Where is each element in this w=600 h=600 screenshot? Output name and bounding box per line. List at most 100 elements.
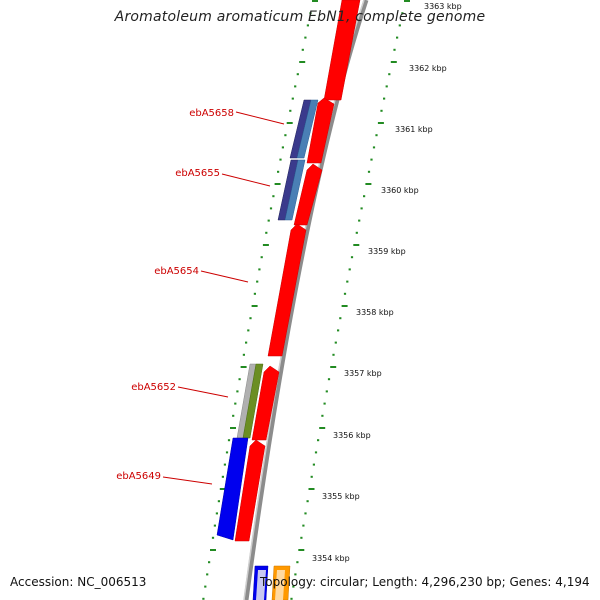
inner-tick-mark — [225, 451, 229, 454]
inner-tick-mark — [260, 256, 263, 259]
inner-tick-mark — [294, 85, 297, 88]
inner-tick-mark — [281, 146, 284, 149]
inner-tick-mark — [309, 12, 312, 15]
genome-title: Aromatoleum aromaticum EbN1, complete ge… — [114, 9, 486, 25]
inner-tick-mark — [211, 536, 215, 539]
outer-tick-mark — [393, 48, 396, 51]
inner-tick-mark — [227, 439, 231, 442]
inner-tick-mark — [206, 573, 209, 576]
inner-tick-mark — [277, 170, 280, 173]
outer-tick-mark — [306, 500, 309, 503]
outer-tick-track — [290, 0, 410, 600]
gene-forward-4[interactable] — [267, 223, 307, 357]
outer-tick-mark — [390, 61, 397, 63]
scale-label-3358: 3358 kbp — [356, 308, 394, 317]
outer-tick-mark — [314, 451, 318, 454]
scale-labels: 3363 kbp 3362 kbp 3361 kbp 3360 kbp 3359… — [312, 2, 462, 563]
inner-tick-mark — [253, 292, 256, 295]
inner-tick-mark — [213, 524, 216, 527]
outer-tick-mark — [380, 109, 383, 112]
gene-forward-2[interactable] — [306, 97, 335, 164]
forward-strand-genes — [234, 0, 361, 542]
leader-line-ebA5652 — [177, 386, 229, 398]
outer-tick-mark — [302, 524, 305, 527]
outer-tick-mark — [319, 427, 326, 429]
gene-forward-6[interactable] — [234, 439, 266, 542]
gene-bottom-lavender[interactable] — [256, 570, 266, 600]
outer-tick-mark — [383, 97, 386, 100]
gene-ebA5652-olive[interactable] — [242, 363, 264, 439]
gene-label-ebA5654[interactable]: ebA5654 — [154, 266, 199, 277]
gene-ebA5655-steel[interactable] — [284, 159, 306, 221]
gene-forward-1[interactable] — [323, 0, 361, 101]
genome-backbone-highlight — [243, 0, 365, 600]
outer-tick-mark — [346, 280, 349, 283]
inner-tick-track — [202, 0, 318, 600]
outer-tick-mark — [343, 292, 347, 295]
outer-tick-mark — [323, 402, 326, 405]
gene-label-ebA5655[interactable]: ebA5655 — [175, 168, 220, 179]
inner-tick-mark — [286, 122, 293, 124]
inner-tick-mark — [296, 73, 299, 76]
inner-tick-mark — [219, 488, 226, 490]
scale-label-3355: 3355 kbp — [322, 492, 360, 501]
inner-tick-mark — [304, 36, 307, 39]
outer-tick-mark — [398, 24, 401, 27]
outer-tick-mark — [401, 12, 404, 15]
scale-label-3363: 3363 kbp — [424, 2, 462, 11]
outer-tick-mark — [355, 231, 358, 234]
inner-tick-mark — [262, 244, 269, 246]
outer-tick-mark — [325, 390, 328, 393]
outer-tick-mark — [372, 146, 376, 149]
outer-tick-mark — [337, 329, 340, 332]
outer-tick-mark — [365, 183, 372, 185]
scale-label-3354: 3354 kbp — [312, 554, 350, 563]
inner-tick-mark — [217, 500, 220, 503]
gene-ebA5658-steel[interactable] — [296, 99, 319, 159]
outer-tick-mark — [341, 305, 348, 307]
scale-label-3361: 3361 kbp — [395, 125, 433, 134]
inner-tick-mark — [256, 280, 259, 283]
outer-tick-mark — [330, 366, 337, 368]
scale-label-3360: 3360 kbp — [381, 186, 419, 195]
inner-tick-mark — [301, 48, 304, 51]
scale-label-3362: 3362 kbp — [409, 64, 447, 73]
leader-line-ebA5655 — [221, 173, 271, 187]
gene-forward-5[interactable] — [251, 365, 280, 441]
inner-tick-mark — [230, 427, 236, 429]
gene-labels: ebA5658 ebA5655 ebA5654 ebA5652 ebA5649 — [116, 108, 234, 482]
outer-tick-mark — [304, 512, 307, 515]
outer-tick-mark — [332, 353, 335, 356]
outer-tick-mark — [388, 73, 391, 76]
outer-tick-mark — [290, 597, 293, 600]
outer-tick-mark — [296, 561, 299, 564]
gene-label-ebA5649[interactable]: ebA5649 — [116, 471, 161, 482]
outer-tick-mark — [367, 170, 371, 173]
outer-tick-mark — [375, 134, 378, 137]
outer-tick-mark — [334, 341, 337, 344]
outer-tick-mark — [353, 244, 360, 246]
leader-line-ebA5654 — [200, 270, 249, 283]
leader-line-ebA5649 — [162, 476, 213, 485]
reverse-strand-genes — [216, 99, 319, 600]
outer-tick-mark — [292, 585, 295, 588]
outer-tick-mark — [308, 488, 315, 490]
outer-tick-mark — [377, 122, 384, 124]
outer-tick-mark — [396, 36, 399, 39]
inner-tick-mark — [221, 475, 224, 478]
outer-tick-mark — [321, 414, 324, 417]
gene-label-leaders — [162, 111, 285, 485]
outer-tick-mark — [317, 439, 320, 442]
inner-tick-mark — [251, 305, 258, 307]
gene-label-ebA5652[interactable]: ebA5652 — [131, 382, 176, 393]
scale-label-3356: 3356 kbp — [333, 431, 371, 440]
outer-tick-mark — [339, 317, 342, 320]
outer-tick-mark — [385, 85, 388, 88]
gene-label-ebA5658[interactable]: ebA5658 — [189, 108, 234, 119]
topology-summary: Topology: circular; Length: 4,296,230 bp… — [260, 575, 590, 589]
gene-bottom-orange-light[interactable] — [275, 570, 285, 600]
gene-forward-3[interactable] — [293, 163, 323, 226]
gene-ebA5649-blue[interactable] — [216, 437, 249, 541]
